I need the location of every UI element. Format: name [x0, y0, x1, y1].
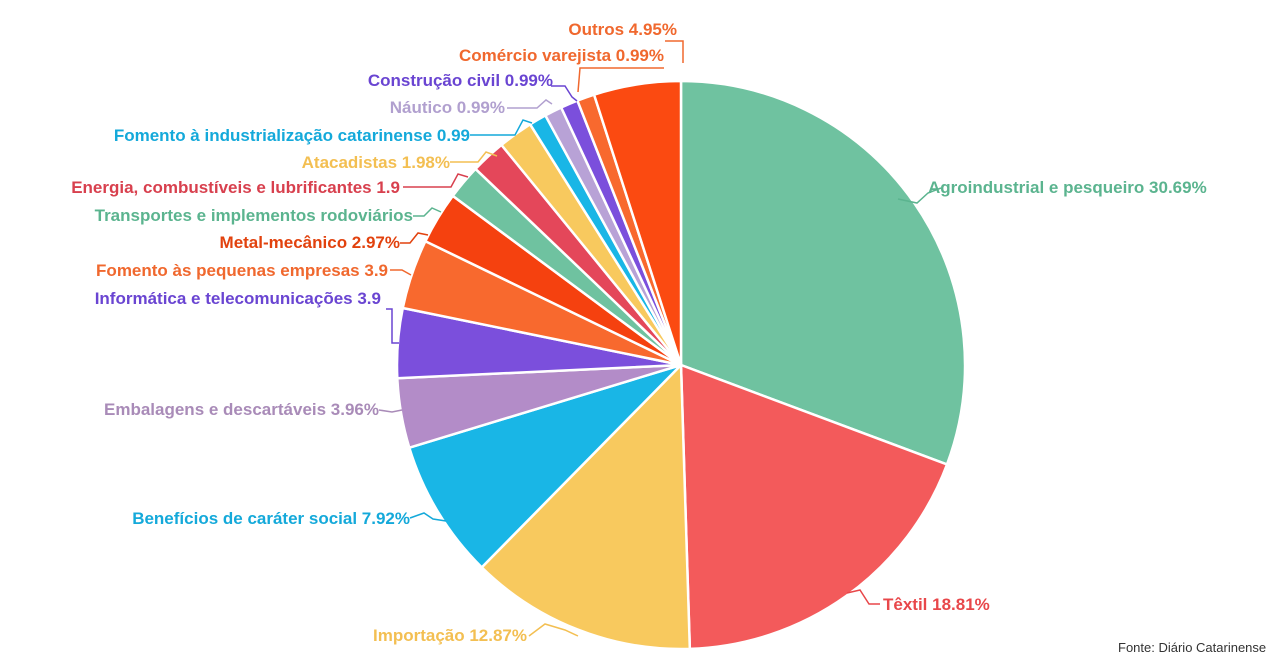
leader-line-energia-combustiveis-e-lubrificantes [403, 173, 469, 188]
leader-line-fomento-as-pequenas-empresas [390, 269, 412, 276]
data-label-fomento-a-industrializacao-catarinense: Fomento à industrialização catarinense 0… [114, 126, 470, 145]
data-label-importacao: Importação 12.87% [373, 626, 527, 645]
data-label-nautico: Náutico 0.99% [390, 98, 505, 117]
leader-line-atacadistas [450, 151, 498, 163]
data-label-atacadistas: Atacadistas 1.98% [302, 153, 450, 172]
pie-slice-importacao [479, 362, 692, 651]
data-label-embalagens-e-descartaveis: Embalagens e descartáveis 3.96% [104, 400, 379, 419]
leader-line-embalagens-e-descartaveis [378, 409, 403, 413]
pie-slice-outros [592, 79, 683, 366]
leader-line-construcao-civil [551, 85, 578, 102]
leader-line-textil [846, 589, 880, 605]
leader-line-comercio-varejista [577, 67, 664, 93]
data-label-transportes-e-implementos-rodoviarios: Transportes e implementos rodoviários [95, 206, 413, 225]
data-label-construcao-civil: Construção civil 0.99% [368, 71, 553, 90]
leader-line-transportes-e-implementos-rodoviarios [413, 207, 442, 217]
leader-line-informatica-e-telecomunicacoes [386, 308, 399, 344]
data-label-informatica-e-telecomunicacoes: Informática e telecomunicações 3.9 [95, 289, 381, 308]
leader-line-nautico [507, 99, 553, 109]
data-label-fomento-as-pequenas-empresas: Fomento às pequenas empresas 3.9 [96, 261, 388, 280]
leader-line-importacao [528, 623, 579, 637]
data-label-comercio-varejista: Comércio varejista 0.99% [459, 46, 664, 65]
leader-line-agroindustrial-e-pesqueiro [897, 187, 942, 204]
data-label-agroindustrial-e-pesqueiro: Agroindustrial e pesqueiro 30.69% [928, 178, 1207, 197]
data-label-energia-combustiveis-e-lubrificantes: Energia, combustíveis e lubrificantes 1.… [71, 178, 400, 197]
data-label-metal-mecanico: Metal-mecânico 2.97% [220, 233, 400, 252]
source-note: Fonte: Diário Catarinense [1118, 640, 1267, 655]
leader-line-fomento-a-industrializacao-catarinense [470, 119, 533, 136]
leader-line-outros [665, 40, 684, 63]
leader-line-beneficios-de-carater-social [409, 512, 447, 522]
pie-slice-beneficios-de-carater-social [407, 363, 682, 570]
data-label-outros: Outros 4.95% [568, 20, 677, 39]
leader-line-metal-mecanico [400, 232, 429, 244]
data-label-textil: Têxtil 18.81% [883, 595, 990, 614]
pie-slice-textil [679, 363, 949, 651]
data-label-beneficios-de-carater-social: Benefícios de caráter social 7.92% [132, 509, 410, 528]
